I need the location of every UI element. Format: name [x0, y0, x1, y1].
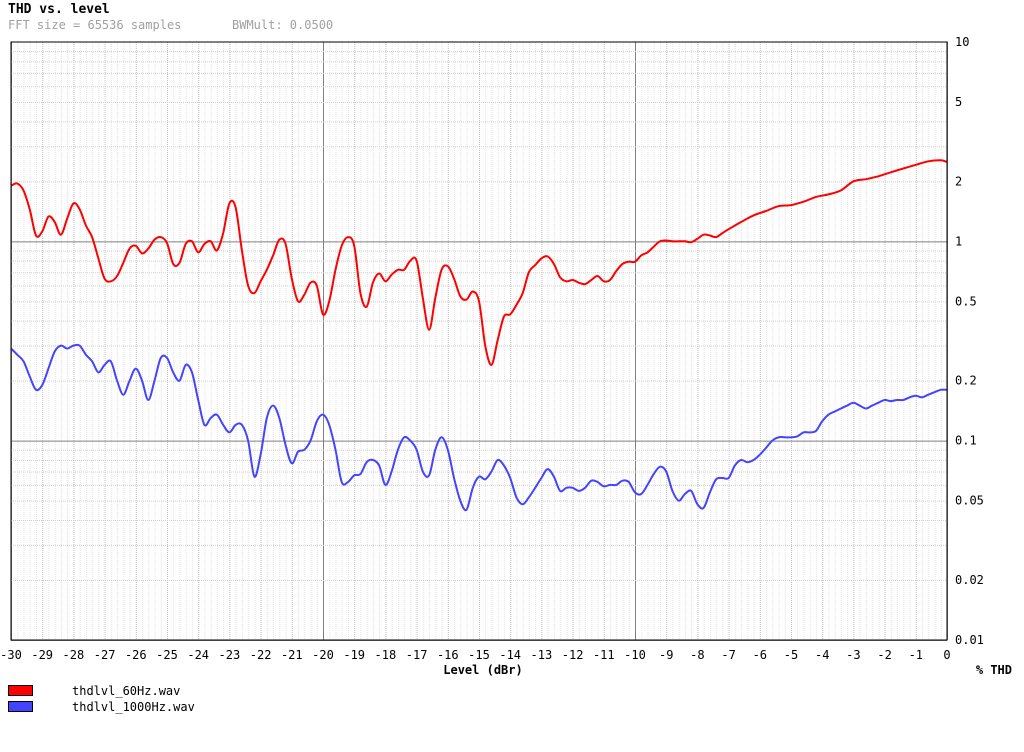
legend: thdlvl_60Hz.wav thdlvl_1000Hz.wav — [8, 684, 195, 714]
x-tick-label: -26 — [125, 648, 147, 662]
x-tick-label: -1 — [909, 648, 923, 662]
y-tick-label: 1 — [955, 234, 962, 248]
legend-label: thdlvl_60Hz.wav — [72, 684, 180, 698]
x-tick-label: -24 — [187, 648, 209, 662]
y-tick-label: 10 — [955, 35, 969, 49]
x-tick-label: -29 — [31, 648, 53, 662]
x-tick-label: -14 — [499, 648, 521, 662]
x-tick-label: -10 — [624, 648, 646, 662]
legend-swatch — [8, 685, 33, 696]
x-tick-label: -6 — [753, 648, 767, 662]
x-tick-label: -15 — [468, 648, 490, 662]
y-axis-label: % THD — [976, 663, 1012, 677]
legend-label: thdlvl_1000Hz.wav — [72, 700, 195, 714]
x-tick-label: -25 — [156, 648, 178, 662]
y-tick-label: 0.02 — [955, 573, 984, 587]
x-tick-label: -11 — [593, 648, 615, 662]
x-tick-label: -5 — [784, 648, 798, 662]
x-tick-label: 0 — [943, 648, 950, 662]
y-tick-label: 0.1 — [955, 434, 977, 448]
x-tick-label: -18 — [375, 648, 397, 662]
x-tick-label: -3 — [846, 648, 860, 662]
x-tick-label: -16 — [437, 648, 459, 662]
x-tick-label: -23 — [219, 648, 241, 662]
x-tick-label: -20 — [312, 648, 334, 662]
y-tick-label: 0.5 — [955, 294, 977, 308]
y-tick-label: 2 — [955, 174, 962, 188]
y-tick-labels: 10 5 2 1 0.5 0.2 0.1 0.05 0.02 0.01 — [955, 35, 984, 647]
x-tick-label: -28 — [63, 648, 85, 662]
y-tick-label: 5 — [955, 95, 962, 109]
x-tick-label: -8 — [690, 648, 704, 662]
x-tick-label: -4 — [815, 648, 829, 662]
bw-mult-label: BWMult: 0.0500 — [232, 18, 333, 32]
x-tick-label: -22 — [250, 648, 272, 662]
x-tick-label: -2 — [877, 648, 891, 662]
fft-size-label: FFT size = 65536 samples — [8, 18, 181, 32]
y-tick-label: 0.05 — [955, 494, 984, 508]
plot-frame — [10, 41, 948, 641]
x-tick-label: -21 — [281, 648, 303, 662]
x-tick-labels: -30 -29 -28 -27 -26 -25 -24 -23 -22 -21 -20 -19 -18-… — [0, 648, 950, 662]
x-tick-label: -13 — [531, 648, 553, 662]
x-axis-label: Level (dBr) — [443, 663, 522, 677]
y-tick-label: 0.2 — [955, 374, 977, 388]
x-tick-label: -30 — [0, 648, 22, 662]
series-line-1000hz — [10, 343, 948, 512]
y-tick-label: 0.01 — [955, 633, 984, 647]
chart-title: THD vs. level — [8, 2, 110, 17]
x-tick-label: -27 — [94, 648, 116, 662]
x-tick-label: -9 — [659, 648, 673, 662]
series-lines — [10, 159, 948, 512]
series-line-60hz — [10, 159, 948, 366]
legend-swatch — [8, 701, 33, 712]
minor-grid — [11, 42, 948, 640]
x-tick-label: -12 — [562, 648, 584, 662]
x-tick-label: -7 — [721, 648, 735, 662]
x-tick-label: -19 — [343, 648, 365, 662]
x-tick-label: -17 — [406, 648, 428, 662]
